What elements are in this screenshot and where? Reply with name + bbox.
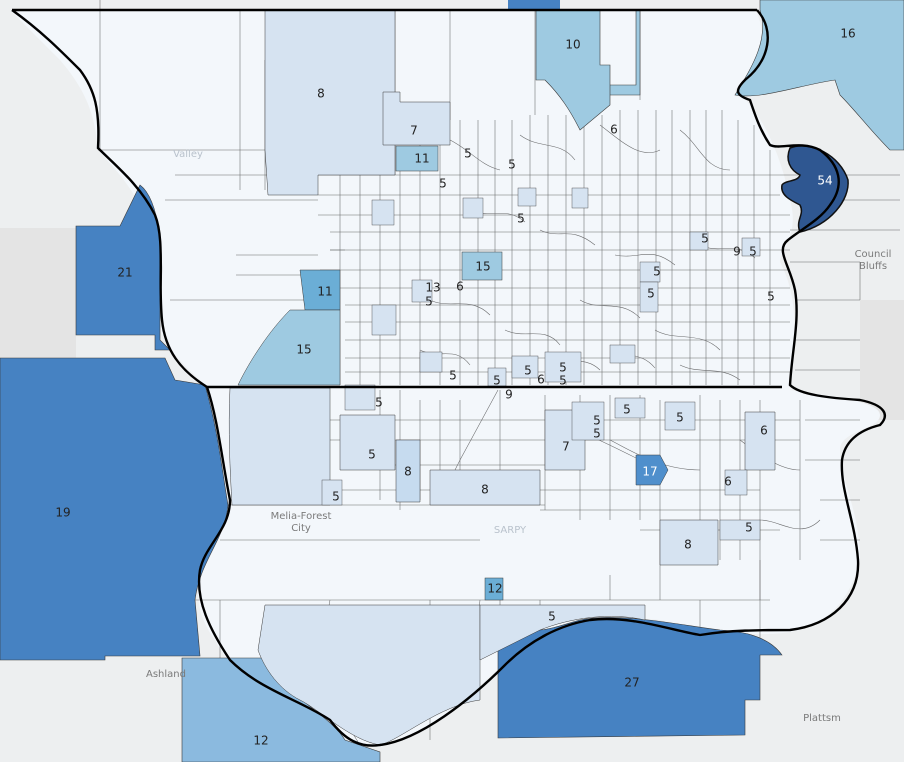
tract-11-north — [395, 145, 439, 172]
value-label: 19 — [55, 506, 70, 520]
value-label: 16 — [840, 27, 855, 41]
value-label: 5 — [425, 295, 433, 309]
tract-12-sarpy — [484, 577, 504, 601]
place-label-valley: Valley — [173, 149, 203, 160]
tract-8-sw — [395, 439, 421, 503]
tract-10 — [535, 9, 641, 131]
value-label: 6 — [724, 475, 732, 489]
tract-27 — [497, 617, 783, 739]
value-label: 17 — [642, 465, 657, 479]
value-label: 8 — [481, 483, 489, 497]
value-label: 5 — [623, 403, 631, 417]
tract-54 — [781, 145, 849, 233]
value-label: 11 — [317, 285, 332, 299]
tract-15-central — [461, 251, 503, 281]
value-label: 5 — [749, 245, 757, 259]
tract-top-strip — [508, 0, 560, 10]
place-label-melia-forest: Melia-Forest — [271, 511, 332, 522]
value-label: 6 — [456, 280, 464, 294]
value-label: 15 — [296, 343, 311, 357]
value-label: 5 — [647, 287, 655, 301]
outside-block-east — [860, 300, 904, 420]
tract-16 — [734, 0, 904, 151]
tract-5-cluster — [321, 187, 761, 541]
value-label: 54 — [817, 174, 832, 188]
tract-8-north — [264, 9, 396, 196]
value-label: 6 — [610, 123, 618, 137]
tract-shaded-sw — [228, 387, 331, 506]
value-label: 5 — [593, 427, 601, 441]
value-label: 8 — [317, 87, 325, 101]
tract-8-mid — [429, 469, 541, 506]
value-label: 9 — [505, 388, 513, 402]
place-label-council: Council — [855, 249, 892, 260]
value-label: 13 — [425, 281, 440, 295]
tract-5-south-big — [257, 604, 481, 746]
place-label-ashland: Ashland — [146, 669, 186, 680]
boundary-lines — [11, 8, 886, 747]
value-label: 5 — [332, 490, 340, 504]
value-label: 15 — [475, 260, 490, 274]
river-boundary — [11, 9, 886, 747]
tract-5-sw — [339, 414, 396, 471]
value-label: 21 — [117, 266, 132, 280]
tract-5-south-mid — [479, 604, 646, 661]
tract-19 — [0, 357, 229, 661]
tract-8-southeast — [659, 519, 719, 566]
value-label: 7 — [562, 440, 570, 454]
place-label-plattsmouth: Plattsm — [803, 713, 841, 724]
outside-block-west — [0, 228, 76, 358]
place-labels: Valley Council Bluffs Melia-Forest City … — [146, 149, 891, 724]
value-label: 5 — [375, 396, 383, 410]
value-label: 5 — [493, 374, 501, 388]
value-label: 5 — [368, 448, 376, 462]
value-label: 5 — [745, 521, 753, 535]
value-label: 5 — [767, 290, 775, 304]
value-label: 5 — [524, 364, 532, 378]
tract-7-north — [382, 91, 451, 146]
place-label-bluffs: Bluffs — [859, 261, 887, 272]
value-label: 5 — [508, 158, 516, 172]
value-label: 5 — [439, 177, 447, 191]
value-label: 7 — [410, 124, 418, 138]
tract-17 — [635, 454, 669, 486]
value-label: 6 — [760, 424, 768, 438]
value-label: 5 — [593, 414, 601, 428]
value-label: 12 — [487, 582, 502, 596]
value-label: 10 — [565, 38, 580, 52]
place-label-sarpy: SARPY — [494, 525, 527, 536]
value-label: 27 — [624, 676, 639, 690]
place-label-city: City — [291, 523, 311, 534]
value-label: 5 — [559, 361, 567, 375]
value-label: 11 — [414, 152, 429, 166]
tract-15-west — [237, 309, 341, 386]
tract-6-east — [744, 411, 776, 471]
value-label: 8 — [404, 465, 412, 479]
value-label: 9 — [733, 245, 741, 259]
value-label: 5 — [653, 265, 661, 279]
value-label: 5 — [548, 610, 556, 624]
value-label: 5 — [464, 147, 472, 161]
value-label: 5 — [449, 369, 457, 383]
value-label: 5 — [517, 212, 525, 226]
value-label: 6 — [537, 373, 545, 387]
value-label: 12 — [253, 734, 268, 748]
value-label: 8 — [684, 538, 692, 552]
value-label: 5 — [559, 374, 567, 388]
value-labels: 16 10 8 7 6 11 5 5 54 5 5 21 15 5 9 5 11… — [55, 27, 855, 748]
value-label: 5 — [676, 411, 684, 425]
value-label: 5 — [701, 232, 709, 246]
